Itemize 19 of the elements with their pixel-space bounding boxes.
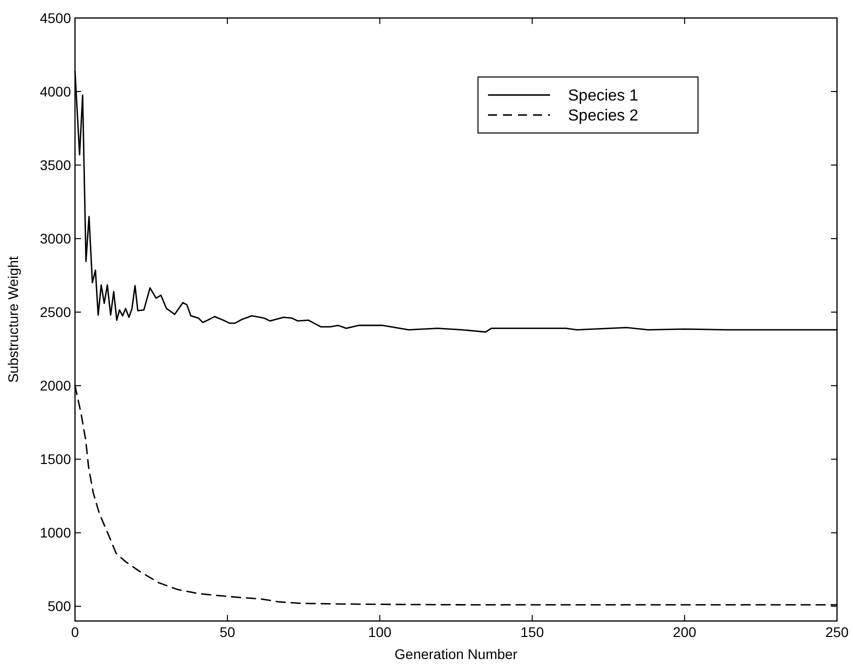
x-tick-label: 200	[672, 624, 696, 640]
y-axis-title: Substructure Weight	[5, 256, 21, 383]
x-tick-label: 150	[520, 624, 544, 640]
x-tick-label: 250	[825, 624, 849, 640]
y-tick-label: 3000	[40, 230, 72, 247]
x-tick-label: 0	[71, 624, 80, 640]
y-tick-label: 4000	[40, 83, 72, 100]
y-tick-label: 3500	[40, 156, 72, 173]
y-tick-label: 2500	[40, 304, 72, 320]
y-tick-label: 4500	[40, 10, 72, 26]
legend-label: Species 2	[568, 108, 638, 125]
y-tick-label: 1000	[40, 524, 72, 541]
x-tick-label: 100	[368, 624, 392, 640]
x-tick-label: 50	[220, 624, 236, 640]
legend-label: Species 1	[568, 88, 638, 105]
x-axis-title: Generation Number	[394, 646, 518, 662]
y-tick-label: 1500	[40, 451, 72, 468]
y-tick-label: 500	[48, 598, 72, 614]
y-tick-label: 2000	[40, 378, 72, 394]
